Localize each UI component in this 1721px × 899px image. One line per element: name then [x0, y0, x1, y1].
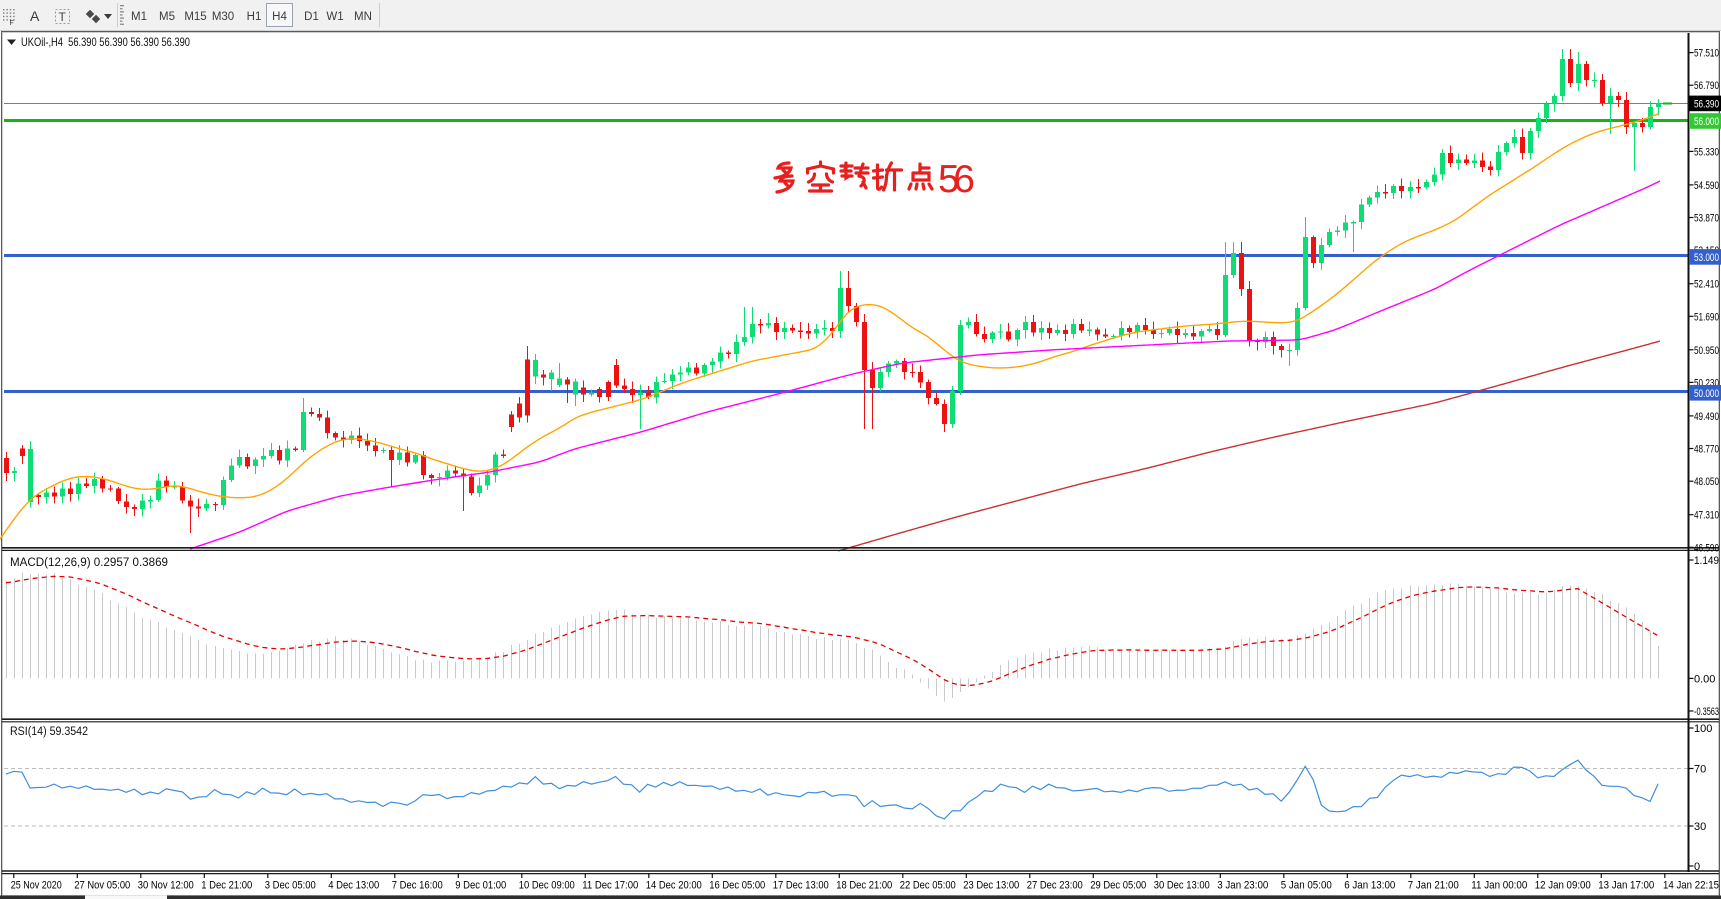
svg-text:11 Jan 00:00: 11 Jan 00:00: [1471, 880, 1527, 892]
svg-text:H4: H4: [272, 11, 287, 23]
svg-text:47.310: 47.310: [1694, 510, 1719, 522]
svg-text:50.950: 50.950: [1694, 345, 1719, 357]
svg-text:-0.3563: -0.3563: [1694, 706, 1719, 718]
svg-text:D1: D1: [304, 11, 319, 23]
svg-text:M1: M1: [131, 11, 147, 23]
svg-text:A: A: [30, 8, 40, 24]
svg-text:0: 0: [1694, 861, 1700, 873]
svg-text:56: 56: [938, 158, 975, 201]
svg-text:3 Dec 05:00: 3 Dec 05:00: [265, 880, 316, 892]
svg-text:12 Jan 09:00: 12 Jan 09:00: [1535, 880, 1591, 892]
svg-text:30: 30: [1694, 821, 1706, 833]
svg-text:56.790: 56.790: [1694, 80, 1719, 92]
svg-text:M5: M5: [159, 11, 175, 23]
svg-text:13 Jan 17:00: 13 Jan 17:00: [1598, 880, 1654, 892]
svg-text:7 Dec 16:00: 7 Dec 16:00: [392, 880, 443, 892]
svg-text:56.000: 56.000: [1694, 116, 1719, 128]
svg-text:56.390: 56.390: [1694, 98, 1719, 110]
svg-text:17 Dec 13:00: 17 Dec 13:00: [773, 880, 829, 892]
svg-text:F: F: [10, 20, 14, 27]
svg-text:30 Nov 12:00: 30 Nov 12:00: [138, 880, 194, 892]
svg-text:14 Dec 20:00: 14 Dec 20:00: [646, 880, 702, 892]
svg-text:27 Nov 05:00: 27 Nov 05:00: [74, 880, 130, 892]
svg-text:49.490: 49.490: [1694, 411, 1719, 423]
svg-text:52.410: 52.410: [1694, 279, 1719, 291]
svg-text:14 Jan 22:15: 14 Jan 22:15: [1663, 880, 1719, 892]
svg-text:5 Jan 05:00: 5 Jan 05:00: [1281, 880, 1332, 892]
svg-text:7 Jan 21:00: 7 Jan 21:00: [1408, 880, 1459, 892]
svg-text:53.000: 53.000: [1694, 252, 1719, 264]
svg-text:22 Dec 05:00: 22 Dec 05:00: [900, 880, 956, 892]
svg-text:MACD(12,26,9) 0.2957 0.3869: MACD(12,26,9) 0.2957 0.3869: [10, 557, 168, 569]
svg-text:18 Dec 21:00: 18 Dec 21:00: [836, 880, 892, 892]
svg-text:6 Jan 13:00: 6 Jan 13:00: [1344, 880, 1395, 892]
svg-text:1.149: 1.149: [1694, 555, 1719, 567]
svg-text:70: 70: [1694, 764, 1706, 776]
svg-text:RSI(14) 59.3542: RSI(14) 59.3542: [10, 726, 88, 738]
svg-text:T: T: [59, 10, 67, 24]
svg-text:M15: M15: [184, 11, 206, 23]
svg-text:0.00: 0.00: [1694, 673, 1715, 685]
svg-text:55.330: 55.330: [1694, 146, 1719, 158]
svg-text:48.770: 48.770: [1694, 444, 1719, 456]
svg-text:23 Dec 13:00: 23 Dec 13:00: [963, 880, 1019, 892]
svg-text:30 Dec 13:00: 30 Dec 13:00: [1154, 880, 1210, 892]
svg-text:4 Dec 13:00: 4 Dec 13:00: [328, 880, 379, 892]
svg-text:54.590: 54.590: [1694, 180, 1719, 192]
svg-text:16 Dec 05:00: 16 Dec 05:00: [709, 880, 765, 892]
svg-text:1 Dec 21:00: 1 Dec 21:00: [201, 880, 252, 892]
svg-text:9 Dec 01:00: 9 Dec 01:00: [455, 880, 506, 892]
svg-text:46.590: 46.590: [1694, 542, 1719, 554]
svg-text:48.050: 48.050: [1694, 476, 1719, 488]
svg-text:MN: MN: [354, 11, 372, 23]
svg-text:29 Dec 05:00: 29 Dec 05:00: [1090, 880, 1146, 892]
svg-text:3 Jan 23:00: 3 Jan 23:00: [1217, 880, 1268, 892]
svg-text:25 Nov 2020: 25 Nov 2020: [11, 880, 62, 892]
svg-text:10 Dec 09:00: 10 Dec 09:00: [519, 880, 575, 892]
svg-text:W1: W1: [326, 11, 343, 23]
svg-text:11 Dec 17:00: 11 Dec 17:00: [582, 880, 638, 892]
svg-text:M30: M30: [212, 11, 234, 23]
svg-text:53.870: 53.870: [1694, 213, 1719, 225]
svg-text:100: 100: [1694, 723, 1712, 735]
svg-text:UKOil-,H4 56.390 56.390 56.39: UKOil-,H4 56.390 56.390 56.390 56.390: [21, 35, 190, 49]
svg-text:H1: H1: [247, 11, 262, 23]
svg-text:57.510: 57.510: [1694, 48, 1719, 60]
svg-text:27 Dec 23:00: 27 Dec 23:00: [1027, 880, 1083, 892]
svg-text:51.690: 51.690: [1694, 311, 1719, 323]
svg-text:50.000: 50.000: [1694, 388, 1719, 400]
